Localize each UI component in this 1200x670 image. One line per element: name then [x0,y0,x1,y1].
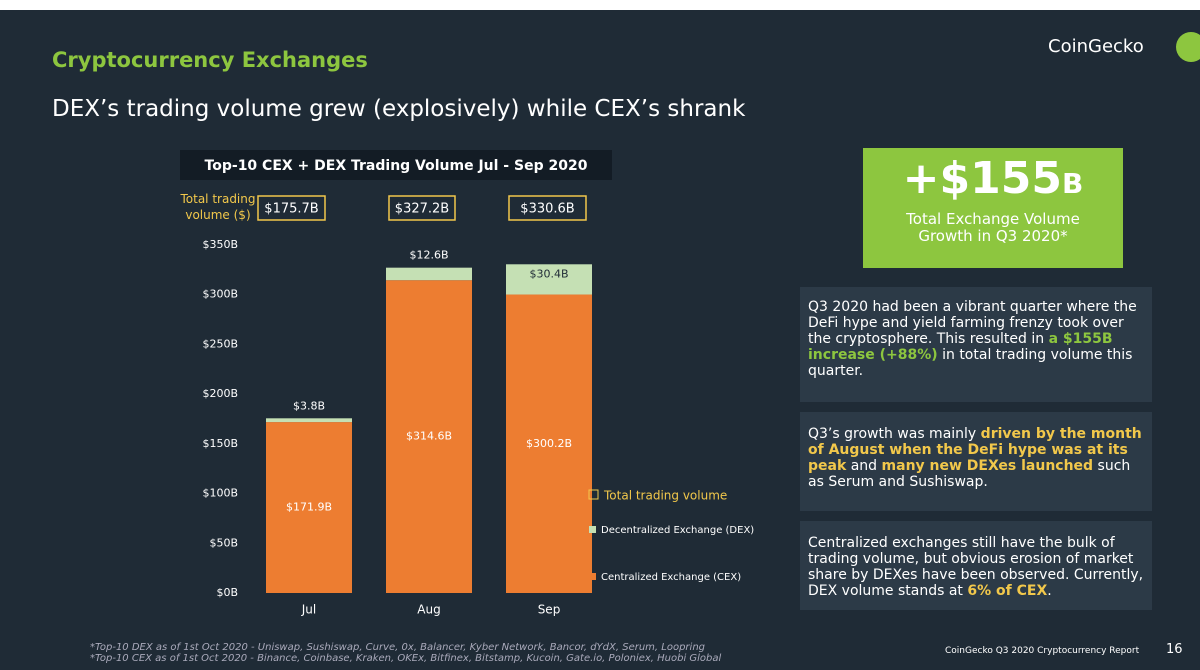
legend-label: Centralized Exchange (CEX) [601,572,741,583]
chart-title-bg [180,150,612,180]
y-tick-label: $50B [209,536,238,549]
bar-segment [266,418,352,423]
section-title: Cryptocurrency Exchanges [52,48,368,72]
value-label: $30.4B [529,267,568,280]
value-label: $12.6B [409,249,448,262]
x-tick-label: Jul [301,603,316,617]
x-tick-label: Aug [417,603,440,617]
value-label: $3.8B [293,399,325,412]
note-text: . [1047,583,1052,599]
report-name: CoinGecko Q3 2020 Cryptocurrency Report [945,646,1140,656]
page-number: 16 [1166,642,1183,657]
total-box [508,195,587,221]
total-box [257,195,326,221]
y-tick-label: $300B [202,288,238,301]
chart: Top-10 CEX + DEX Trading Volume Jul - Se… [179,150,754,617]
footnote: *Top-10 DEX as of 1st Oct 2020 - Uniswap… [90,642,705,653]
chart-title: Top-10 CEX + DEX Trading Volume Jul - Se… [205,158,588,174]
legend-swatch [589,526,596,533]
note-text: in total trading volume this quarter. [808,347,1133,379]
value-label: $171.9B [286,501,332,514]
note-highlight: many new DEXes launched [881,458,1094,474]
note: Centralized exchanges still have the bul… [800,521,1152,610]
footnotes: *Top-10 DEX as of 1st Oct 2020 - Uniswap… [90,642,721,664]
brand-logo [1176,32,1200,62]
bar-segment [386,280,472,593]
note-highlight: a $155B increase (+88%) [808,331,1113,363]
bar-segment [386,267,472,281]
totals-label: Total trading volume ($) [179,192,255,222]
legend-swatch [589,573,596,580]
brand: CoinGecko [1048,36,1144,57]
bar-segment [506,294,592,593]
headline: DEX’s trading volume grew (explosively) … [52,96,746,122]
callout-caption: Total Exchange Volume Growth in Q3 2020* [906,210,1080,245]
y-tick-label: $350B [202,238,238,251]
note-text: Centralized exchanges still have the bul… [808,535,1144,599]
legend-label: Total trading volume [603,489,727,503]
y-tick-label: $250B [202,337,238,350]
callout-unit: B [1061,167,1084,200]
note: Q3 2020 had been a vibrant quarter where… [800,287,1152,402]
value-label: $300.2B [526,437,572,450]
y-tick-label: $200B [202,387,238,400]
total-label: $175.7B [264,202,318,217]
bar-segment [266,422,352,593]
total-label: $330.6B [520,202,574,217]
note-highlight: driven by the month of August when the D… [808,426,1142,474]
bar-segment [506,264,592,295]
footnote: *Top-10 CEX as of 1st Oct 2020 - Binance… [90,653,722,664]
value-label: $314.6B [406,430,452,443]
total-label: $327.2B [395,202,449,217]
legend-label: Decentralized Exchange (DEX) [601,525,754,536]
legend-swatch [588,489,599,500]
note-text: Q3’s growth was mainly [808,426,981,442]
y-tick-label: $0B [216,586,238,599]
note-text: Q3 2020 had been a vibrant quarter where… [808,299,1137,347]
note: Q3’s growth was mainly driven by the mon… [800,412,1152,511]
note-text: such as Serum and Sushiswap. [808,458,1131,490]
callout-amount: +$155 [902,153,1062,204]
x-tick-label: Sep [538,603,561,617]
y-tick-label: $150B [202,437,238,450]
y-tick-label: $100B [202,487,238,500]
total-box [388,195,456,221]
callout: +$155B Total Exchange Volume Growth in Q… [863,148,1123,268]
slide: Cryptocurrency Exchanges DEX’s trading v… [0,10,1200,670]
note-highlight: 6% of CEX [967,583,1048,599]
note-text: and [846,458,882,474]
